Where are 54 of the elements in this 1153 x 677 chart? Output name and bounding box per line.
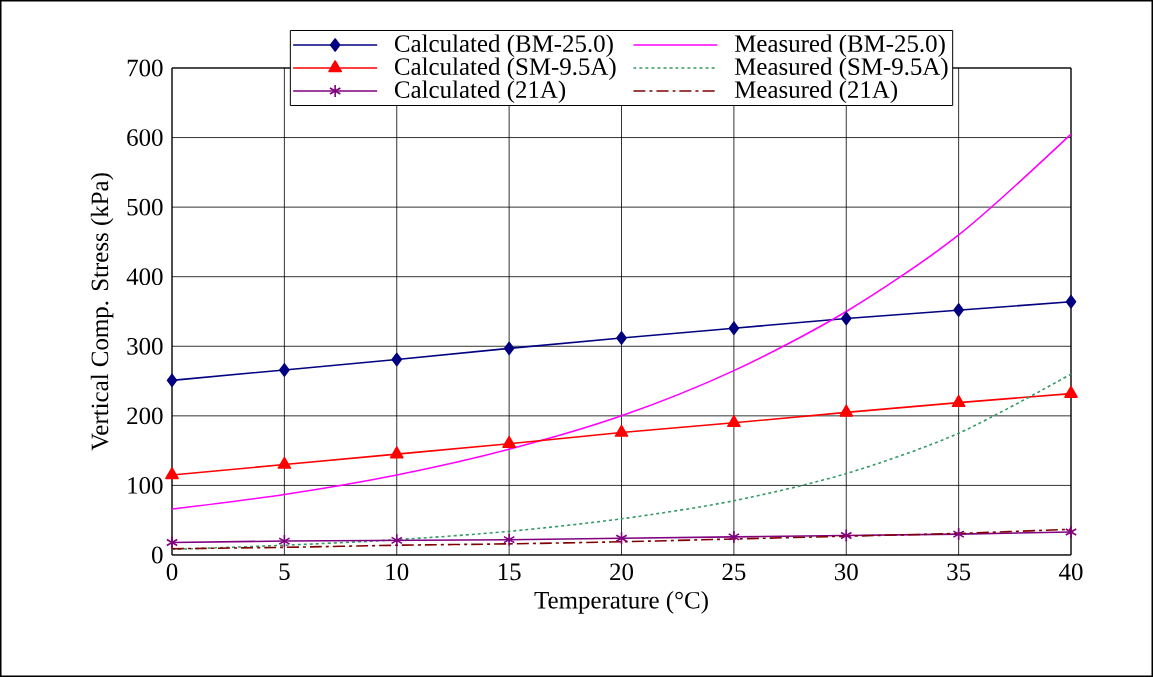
legend-label: Measured (21A): [734, 80, 898, 104]
legend-label: Measured (SM-9.5A): [734, 57, 948, 81]
point: [503, 341, 515, 356]
point: [840, 528, 853, 543]
point: [952, 527, 965, 541]
x-tick-label: 20: [610, 563, 634, 581]
point: [616, 331, 627, 345]
point: [728, 321, 740, 335]
point: [953, 303, 964, 317]
point: [1065, 294, 1077, 309]
y-tick-label: 400: [126, 268, 163, 286]
line-series: [171, 373, 1072, 551]
point: [1065, 525, 1078, 539]
point: [166, 373, 178, 388]
legend-label: Measured (BM-25.0): [734, 34, 945, 58]
point: [614, 424, 629, 437]
point: [389, 446, 404, 459]
x-tick-label: 5: [279, 563, 290, 581]
point: [502, 435, 516, 448]
point: [1064, 385, 1078, 398]
y-tick-label: 300: [127, 337, 163, 355]
point: [391, 352, 403, 367]
x-tick-label: 30: [834, 563, 858, 581]
point: [166, 535, 178, 550]
point: [165, 467, 179, 480]
point: [727, 415, 741, 428]
x-tick-label: 40: [1059, 563, 1083, 581]
point: [727, 530, 740, 544]
point: [278, 534, 291, 548]
y-tick-label: 100: [128, 477, 163, 494]
point: [951, 394, 966, 407]
point: [840, 311, 852, 326]
x-tick-label: 0: [166, 563, 178, 581]
point: [279, 363, 290, 377]
y-axis-title: Vertical Comp. Stress (kPa): [90, 173, 114, 451]
point: [503, 532, 516, 547]
point: [390, 533, 403, 548]
x-tick-label: 25: [722, 563, 746, 581]
y-tick-label: 500: [127, 198, 163, 216]
line-series: [171, 133, 1072, 510]
y-tick-label: 600: [127, 129, 163, 146]
legend-label: Calculated (21A): [394, 80, 566, 104]
y-tick-label: 700: [127, 59, 163, 77]
x-tick-label: 35: [947, 563, 971, 581]
legend-label: Calculated (SM-9.5A): [394, 57, 616, 81]
x-tick-label: 15: [498, 563, 521, 581]
legend-label: Calculated (BM-25.0): [394, 34, 613, 58]
y-tick-label: 200: [127, 407, 163, 425]
point: [277, 456, 292, 469]
point: [839, 404, 854, 417]
y-tick-label: 0: [152, 546, 163, 564]
x-axis-title: Temperature (°C): [534, 591, 708, 614]
point: [615, 531, 628, 546]
x-tick-label: 10: [386, 563, 409, 581]
